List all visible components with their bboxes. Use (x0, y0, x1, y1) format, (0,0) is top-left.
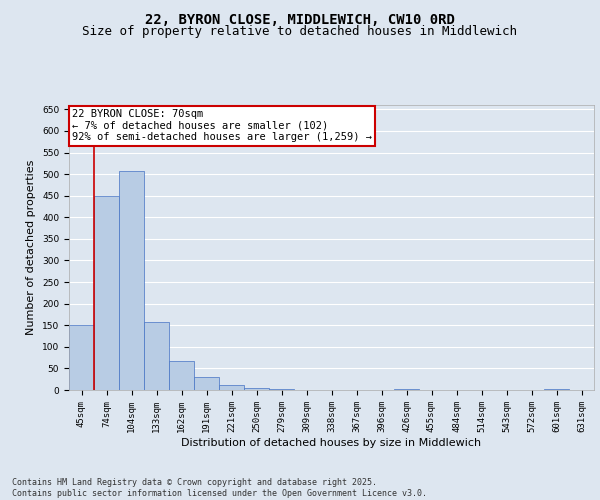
Text: Contains HM Land Registry data © Crown copyright and database right 2025.
Contai: Contains HM Land Registry data © Crown c… (12, 478, 427, 498)
Bar (394, 388, 419, 390)
Text: 22, BYRON CLOSE, MIDDLEWICH, CW10 0RD: 22, BYRON CLOSE, MIDDLEWICH, CW10 0RD (145, 12, 455, 26)
X-axis label: Distribution of detached houses by size in Middlewich: Distribution of detached houses by size … (181, 438, 482, 448)
Bar (219, 385, 244, 390)
Bar (244, 388, 269, 390)
Bar (194, 377, 219, 390)
Bar (69, 325, 94, 390)
Y-axis label: Number of detached properties: Number of detached properties (26, 160, 37, 335)
Text: Size of property relative to detached houses in Middlewich: Size of property relative to detached ho… (83, 25, 517, 38)
Bar (94, 196, 119, 390)
Bar (544, 389, 569, 390)
Bar (144, 322, 169, 390)
Bar (269, 389, 294, 390)
Bar (169, 361, 194, 390)
Bar (119, 171, 144, 390)
Text: 22 BYRON CLOSE: 70sqm
← 7% of detached houses are smaller (102)
92% of semi-deta: 22 BYRON CLOSE: 70sqm ← 7% of detached h… (71, 110, 371, 142)
